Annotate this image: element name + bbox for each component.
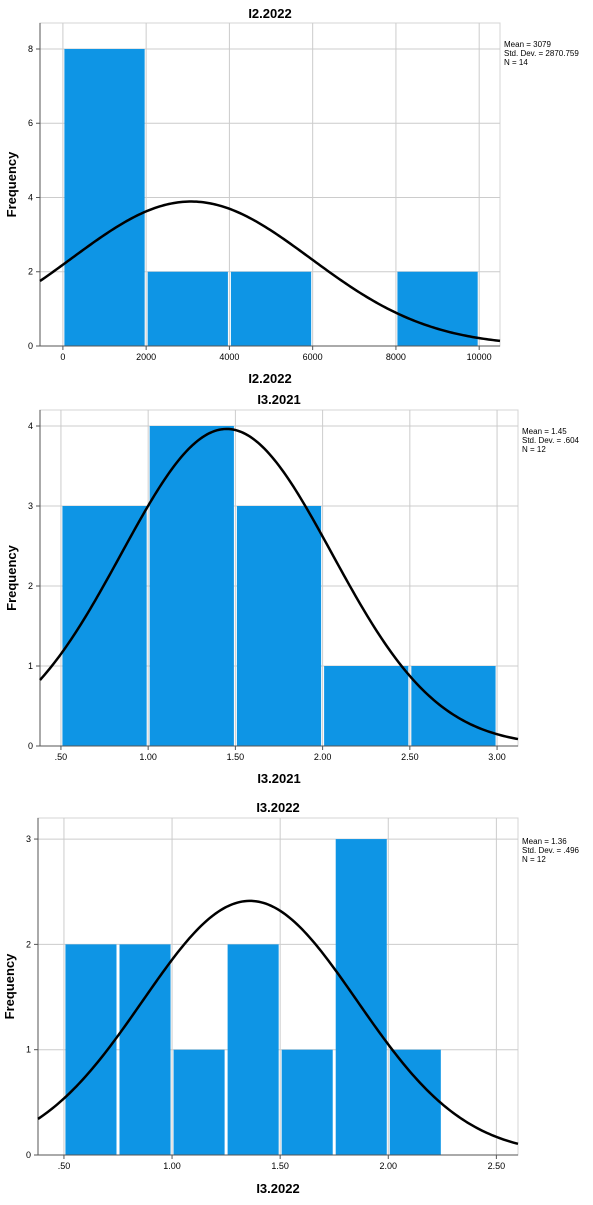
x-tick-label: 2.00 [314, 752, 332, 762]
y-tick-label: 2 [26, 939, 31, 949]
y-tick-label: 3 [26, 834, 31, 844]
x-tick-label: 2.50 [488, 1161, 506, 1171]
x-axis-label: I3.2021 [257, 771, 300, 786]
y-tick-label: 2 [28, 267, 33, 277]
y-tick-label: 4 [28, 192, 33, 202]
y-tick-label: 0 [26, 1150, 31, 1160]
y-tick-label: 0 [28, 341, 33, 351]
chart-title: I3.2022 [256, 800, 299, 815]
y-tick-label: 3 [28, 501, 33, 511]
stats-line: N = 12 [522, 445, 546, 454]
y-tick-label: 6 [28, 118, 33, 128]
histogram-bar [411, 666, 496, 746]
chart-title: I2.2022 [248, 6, 291, 21]
stats-line: N = 12 [522, 855, 546, 864]
y-tick-label: 1 [28, 661, 33, 671]
histogram-bar [236, 506, 322, 746]
x-tick-label: 10000 [467, 352, 492, 362]
histogram-bar [147, 271, 228, 346]
histogram-chart-3: 0 1 2 3 .50 1.00 1.50 2.00 2.50 I3.2022 I3.2022 Fre… [2, 800, 580, 1196]
chart-title: I3.2021 [257, 392, 300, 407]
stats-line: Mean = 3079 [504, 40, 551, 49]
x-tick-label: 8000 [386, 352, 406, 362]
y-tick-label: 2 [28, 581, 33, 591]
x-tick-label: 4000 [219, 352, 239, 362]
normal-curve [39, 427, 519, 741]
x-tick-label: 3.00 [488, 752, 506, 762]
histogram-bar [281, 1049, 333, 1155]
normal-curve [37, 899, 519, 1146]
histogram-bar [64, 48, 145, 347]
x-tick-label: 1.00 [139, 752, 157, 762]
x-axis-label: I2.2022 [248, 371, 291, 386]
x-tick-label: 2.00 [380, 1161, 398, 1171]
stats-line: N = 14 [504, 58, 528, 67]
y-tick-label: 1 [26, 1045, 31, 1055]
histogram-bar [389, 1049, 441, 1155]
histogram-bar [230, 271, 312, 346]
x-tick-label: 2000 [136, 352, 156, 362]
x-tick-label: .50 [55, 752, 68, 762]
stats-line: Std. Dev. = .496 [522, 846, 580, 855]
x-tick-label: 6000 [303, 352, 323, 362]
histogram-bar [62, 506, 147, 746]
x-tick-label: 2.50 [401, 752, 419, 762]
histogram-chart-2: 0 1 2 3 4 .50 1.00 1.50 2.00 2.50 3.00 I3.2021 I3.20… [4, 392, 580, 786]
y-axis-label: Frequency [4, 151, 19, 218]
stats-line: Std. Dev. = .604 [522, 436, 580, 445]
x-tick-label: 1.50 [271, 1161, 289, 1171]
histogram-bar [335, 839, 387, 1155]
y-tick-label: 0 [28, 741, 33, 751]
x-tick-label: 1.00 [163, 1161, 181, 1171]
histogram-bar [173, 1049, 225, 1155]
y-tick-label: 4 [28, 421, 33, 431]
x-axis-label: I3.2022 [256, 1181, 299, 1196]
x-tick-label: 1.50 [227, 752, 245, 762]
stats-line: Mean = 1.45 [522, 427, 567, 436]
x-tick-label: .50 [58, 1161, 71, 1171]
histogram-bar [324, 666, 409, 746]
stats-line: Std. Dev. = 2870.759 [504, 49, 579, 58]
histogram-bar [149, 426, 234, 746]
histogram-chart-1: 0 2 4 6 8 0 2000 4000 6000 8000 10000 I2.2022 I2.202… [4, 6, 579, 386]
y-tick-label: 8 [28, 44, 33, 54]
normal-curve [39, 200, 501, 343]
y-axis-label: Frequency [4, 544, 19, 611]
histogram-bar [227, 944, 279, 1155]
y-axis-label: Frequency [2, 953, 17, 1020]
histogram-bar [119, 944, 171, 1155]
histogram-bar [397, 271, 478, 346]
stats-line: Mean = 1.36 [522, 837, 567, 846]
x-tick-label: 0 [60, 352, 65, 362]
